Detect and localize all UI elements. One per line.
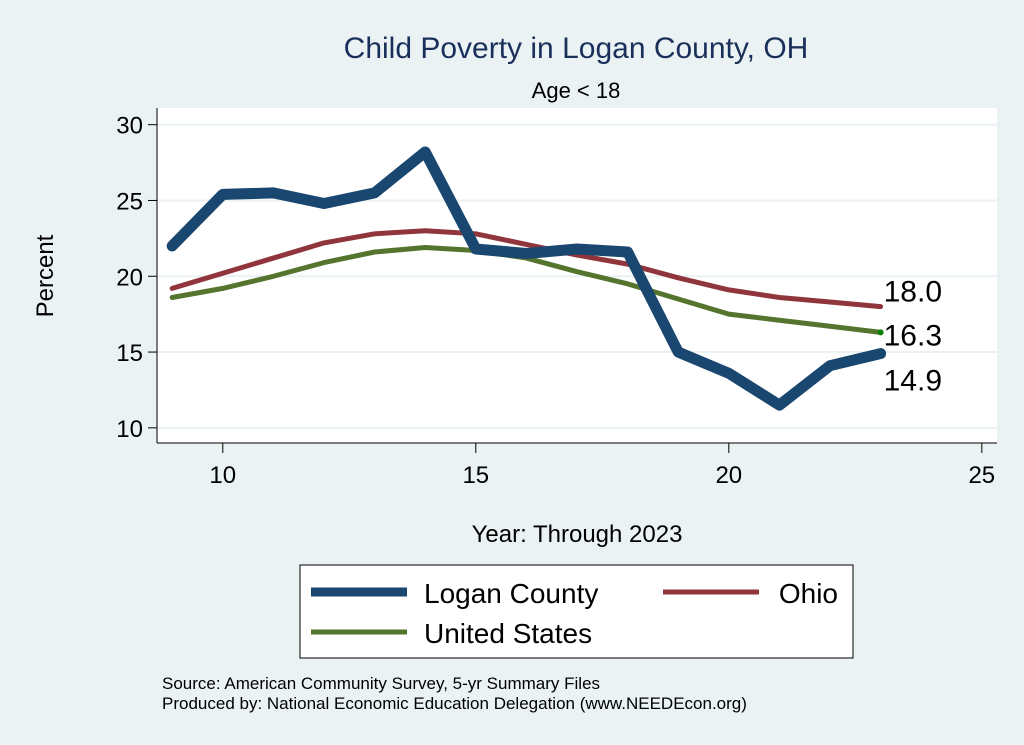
produced-by-note: Produced by: National Economic Education… — [162, 694, 747, 713]
legend: Logan County Ohio United States — [299, 564, 854, 659]
end-label-united-states: 16.3 — [884, 319, 942, 352]
source-note: Source: American Community Survey, 5-yr … — [162, 674, 600, 693]
end-label-logan-county: 14.9 — [884, 365, 942, 398]
legend-box — [299, 564, 854, 659]
x-tick-label-25: 25 — [968, 462, 995, 489]
x-axis-title: Year: Through 2023 — [472, 521, 683, 548]
y-axis-title: Percent — [32, 234, 59, 317]
legend-label-ohio: Ohio — [779, 578, 838, 609]
x-tick-label-10: 10 — [209, 462, 236, 489]
legend-label-logan: Logan County — [424, 578, 598, 609]
x-axis: 10 15 20 25 — [157, 442, 997, 489]
x-tick-label-15: 15 — [462, 462, 489, 489]
y-tick-label-25: 25 — [116, 188, 143, 215]
y-tick-label-30: 30 — [116, 113, 143, 140]
legend-label-us: United States — [424, 618, 592, 649]
end-labels: 14.9 18.0 16.3 — [884, 276, 942, 398]
y-axis: 10 15 20 25 30 — [116, 108, 158, 443]
us-end-marker — [877, 329, 884, 336]
series-line-ohio — [169, 228, 884, 310]
y-tick-label-10: 10 — [116, 416, 143, 443]
series-line-logan-county — [166, 146, 887, 411]
chart-title: Child Poverty in Logan County, OH — [344, 32, 809, 65]
end-label-ohio: 18.0 — [884, 276, 942, 309]
chart-subtitle: Age < 18 — [532, 78, 621, 103]
series-lines — [166, 146, 887, 411]
y-tick-label-20: 20 — [116, 264, 143, 291]
y-tick-label-15: 15 — [116, 340, 143, 367]
x-tick-label-20: 20 — [715, 462, 742, 489]
